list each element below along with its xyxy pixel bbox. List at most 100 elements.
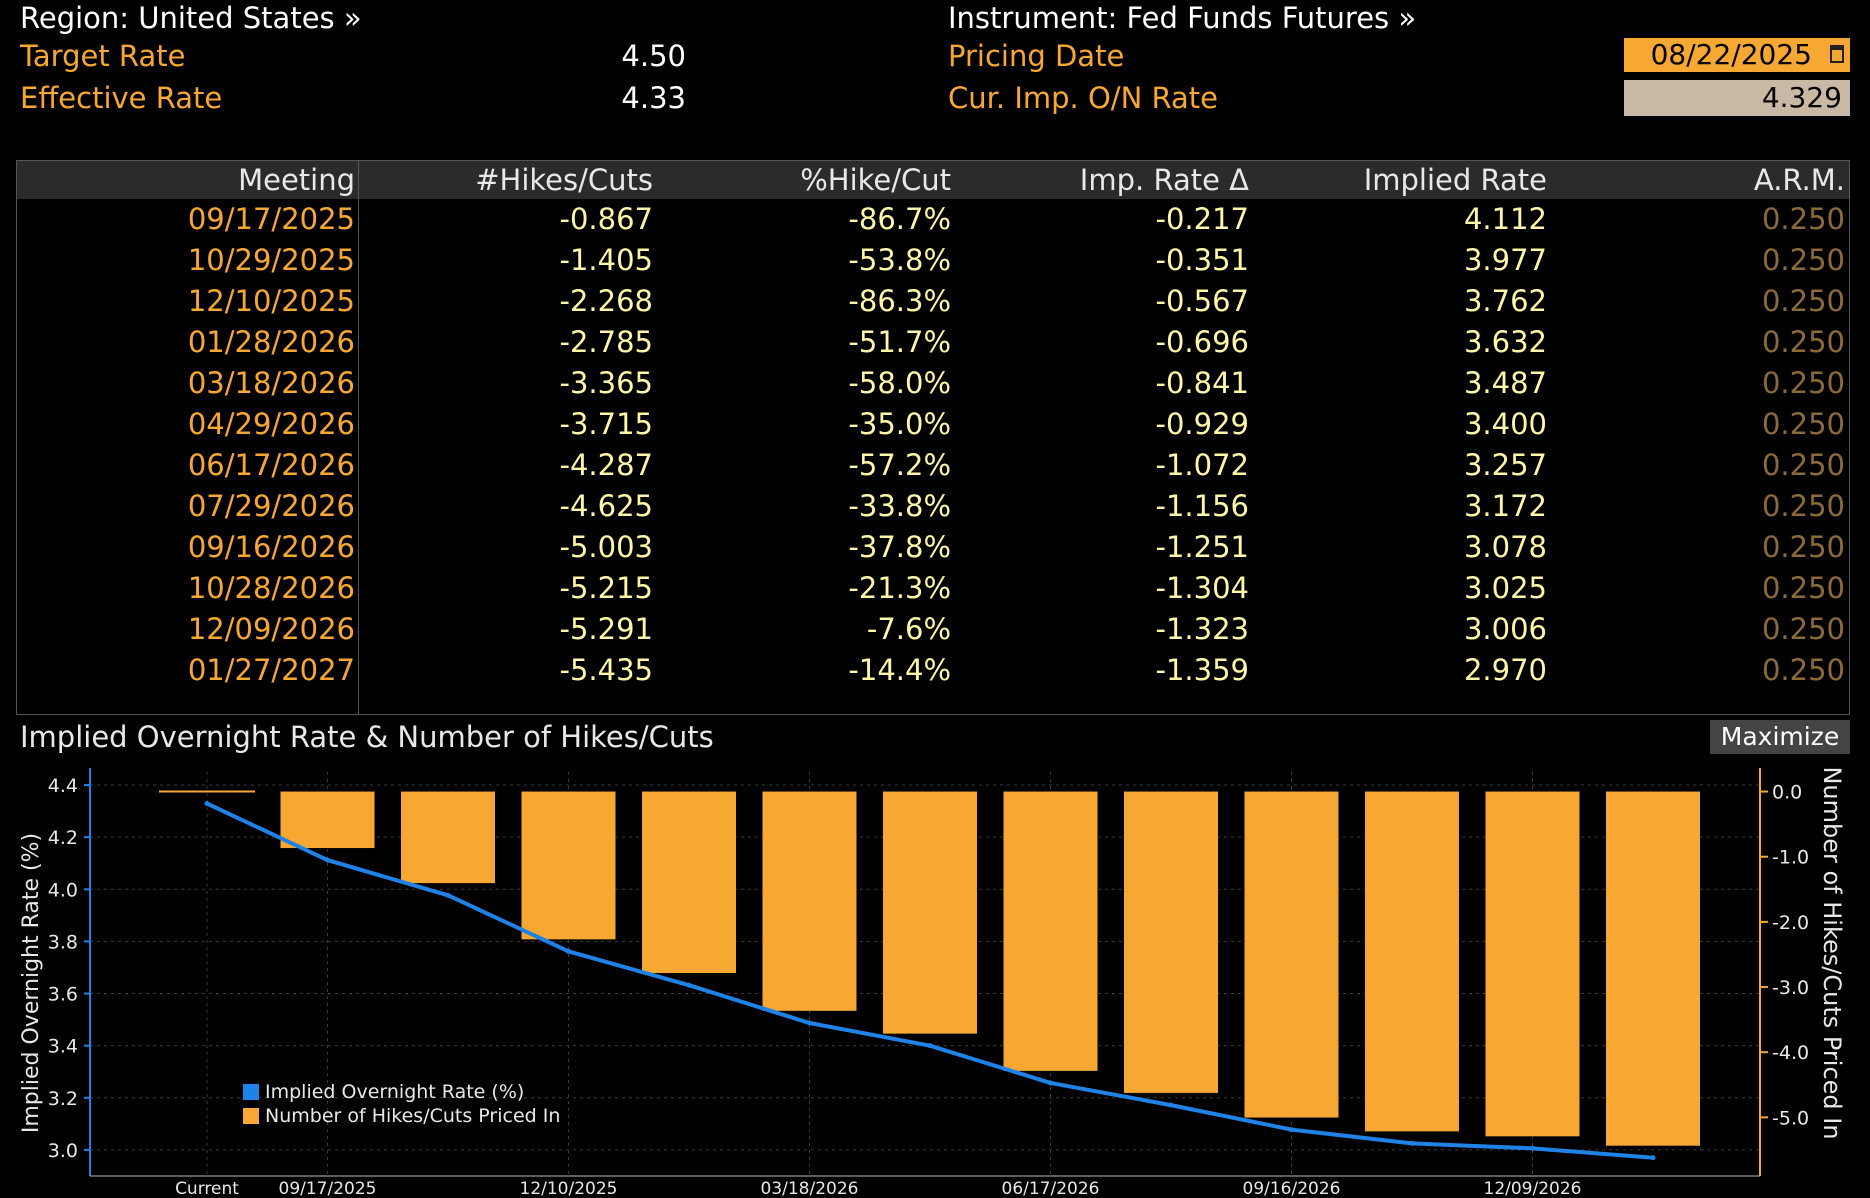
cell-arm: 0.250 [1761, 325, 1845, 359]
bar [1003, 791, 1098, 1071]
cell-arm: 0.250 [1761, 284, 1845, 318]
table-row[interactable]: 06/17/2026 -4.287 -57.2% -1.072 3.257 0.250 [17, 445, 1849, 486]
cell-meeting-date: 09/17/2025 [187, 202, 355, 236]
cell-hikes-cuts: -0.867 [559, 202, 654, 236]
y-axis-label-right: Number of Hikes/Cuts Priced In [1818, 766, 1846, 1139]
cell-meeting-date: 03/18/2026 [187, 366, 355, 400]
x-tick-label: 06/17/2026 [1002, 1179, 1100, 1198]
cell-arm: 0.250 [1761, 202, 1845, 236]
x-tick-label: 09/17/2025 [279, 1179, 377, 1198]
rate-chart: 4.4 4.2 4.0 3.8 3.6 3.4 3.2 3.0 Current 09/17/202… [19, 766, 1846, 1198]
region-link[interactable]: Region: United States » [20, 1, 362, 35]
cell-imp-rate-delta: -1.072 [1155, 448, 1250, 482]
cell-hikes-cuts: -3.715 [559, 407, 654, 441]
table-row[interactable]: 07/29/2026 -4.625 -33.8% -1.156 3.172 0.250 [17, 486, 1849, 527]
cell-arm: 0.250 [1761, 243, 1845, 277]
calendar-icon[interactable] [1830, 45, 1844, 63]
table-row[interactable]: 10/29/2025 -1.405 -53.8% -0.351 3.977 0.250 [17, 240, 1849, 281]
cell-pct-hike-cut: -86.7% [848, 202, 951, 236]
col-arm[interactable]: A.R.M. [1753, 163, 1845, 197]
cell-arm: 0.250 [1761, 489, 1845, 523]
col-imp-rate-delta[interactable]: Imp. Rate Δ [1079, 163, 1249, 197]
instrument-link[interactable]: Instrument: Fed Funds Futures » [948, 1, 1417, 35]
line-point [1650, 1155, 1656, 1161]
cell-arm: 0.250 [1761, 448, 1845, 482]
table-row[interactable]: 12/09/2026 -5.291 -7.6% -1.323 3.006 0.250 [17, 609, 1849, 650]
onrate-label: Cur. Imp. O/N Rate [948, 81, 1218, 115]
y-tick-label-left: 3.0 [48, 1140, 78, 1162]
x-tick-label: 03/18/2026 [761, 1179, 859, 1198]
line-point [686, 982, 692, 988]
cell-pct-hike-cut: -53.8% [848, 243, 951, 277]
col-implied-rate[interactable]: Implied Rate [1363, 163, 1547, 197]
table-row[interactable]: 01/27/2027 -5.435 -14.4% -1.359 2.970 0.250 [17, 650, 1849, 691]
legend-label-bar: Number of Hikes/Cuts Priced In [265, 1105, 560, 1127]
y-tick-label-right: 0.0 [1772, 782, 1802, 804]
table-row[interactable]: 03/18/2026 -3.365 -58.0% -0.841 3.487 0.250 [17, 363, 1849, 404]
cell-pct-hike-cut: -37.8% [848, 530, 951, 564]
cell-implied-rate: 3.400 [1463, 407, 1547, 441]
axes: 4.4 4.2 4.0 3.8 3.6 3.4 3.2 3.0 Current 09/17/202… [48, 768, 1809, 1198]
col-hikes-cuts[interactable]: #Hikes/Cuts [475, 163, 653, 197]
table-row[interactable]: 04/29/2026 -3.715 -35.0% -0.929 3.400 0.250 [17, 404, 1849, 445]
pricing-date-field[interactable]: 08/22/2025 [1624, 38, 1850, 72]
cell-pct-hike-cut: -58.0% [848, 366, 951, 400]
y-tick-label-left: 3.6 [48, 984, 78, 1006]
cell-hikes-cuts: -2.785 [559, 325, 654, 359]
meetings-table: Meeting #Hikes/Cuts %Hike/Cut Imp. Rate … [16, 160, 1850, 715]
pricing-date-label: Pricing Date [948, 39, 1125, 73]
bar [642, 791, 736, 974]
maximize-button[interactable]: Maximize [1710, 720, 1850, 754]
cell-arm: 0.250 [1761, 407, 1845, 441]
line-series [204, 801, 1656, 1161]
y-tick-label-left: 3.4 [48, 1036, 78, 1058]
x-tick-label: Current [175, 1179, 239, 1198]
cell-meeting-date: 12/09/2026 [187, 612, 355, 646]
cell-imp-rate-delta: -0.929 [1155, 407, 1250, 441]
bar [1244, 791, 1339, 1118]
cell-hikes-cuts: -3.365 [559, 366, 654, 400]
pricing-date-value: 08/22/2025 [1650, 38, 1812, 71]
cell-implied-rate: 4.112 [1463, 202, 1547, 236]
cell-imp-rate-delta: -1.251 [1155, 530, 1250, 564]
cell-implied-rate: 3.025 [1463, 571, 1547, 605]
onrate-field[interactable]: 4.329 [1624, 80, 1850, 116]
y-tick-label-right: -3.0 [1772, 977, 1809, 999]
cell-arm: 0.250 [1761, 571, 1845, 605]
bar [762, 791, 857, 1011]
effective-rate-label: Effective Rate [20, 81, 223, 115]
cell-implied-rate: 3.487 [1463, 366, 1547, 400]
table-row[interactable]: 09/17/2025 -0.867 -86.7% -0.217 4.112 0.250 [17, 199, 1849, 240]
cell-imp-rate-delta: -1.156 [1155, 489, 1250, 523]
onrate-value: 4.329 [1761, 81, 1842, 114]
cell-meeting-date: 04/29/2026 [187, 407, 355, 441]
y-tick-label-right: -4.0 [1772, 1042, 1809, 1064]
x-tick-label: 12/10/2025 [520, 1179, 618, 1198]
y-tick-label-right: -2.0 [1772, 912, 1809, 934]
cell-meeting-date: 07/29/2026 [187, 489, 355, 523]
cell-implied-rate: 3.632 [1463, 325, 1547, 359]
cell-pct-hike-cut: -21.3% [848, 571, 951, 605]
table-row[interactable]: 10/28/2026 -5.215 -21.3% -1.304 3.025 0.250 [17, 568, 1849, 609]
line-point [1289, 1127, 1294, 1133]
cell-meeting-date: 10/29/2025 [187, 243, 355, 277]
col-pct-hike-cut[interactable]: %Hike/Cut [800, 163, 951, 197]
cell-imp-rate-delta: -1.304 [1155, 571, 1250, 605]
y-tick-label-left: 4.0 [48, 879, 78, 901]
table-row[interactable]: 12/10/2025 -2.268 -86.3% -0.567 3.762 0.250 [17, 281, 1849, 322]
line-point [204, 801, 210, 807]
column-divider [358, 161, 359, 714]
line-point [1168, 1102, 1174, 1108]
cell-implied-rate: 3.257 [1463, 448, 1547, 482]
bar [401, 791, 495, 884]
cell-pct-hike-cut: -14.4% [848, 653, 951, 687]
legend-label-line: Implied Overnight Rate (%) [265, 1081, 524, 1103]
bar [1606, 791, 1700, 1146]
cell-hikes-cuts: -5.003 [559, 530, 654, 564]
bar [883, 791, 977, 1034]
cell-meeting-date: 09/16/2026 [187, 530, 355, 564]
table-row[interactable]: 09/16/2026 -5.003 -37.8% -1.251 3.078 0.250 [17, 527, 1849, 568]
cell-hikes-cuts: -4.287 [559, 448, 654, 482]
table-row[interactable]: 01/28/2026 -2.785 -51.7% -0.696 3.632 0.250 [17, 322, 1849, 363]
col-meeting[interactable]: Meeting [238, 163, 355, 197]
